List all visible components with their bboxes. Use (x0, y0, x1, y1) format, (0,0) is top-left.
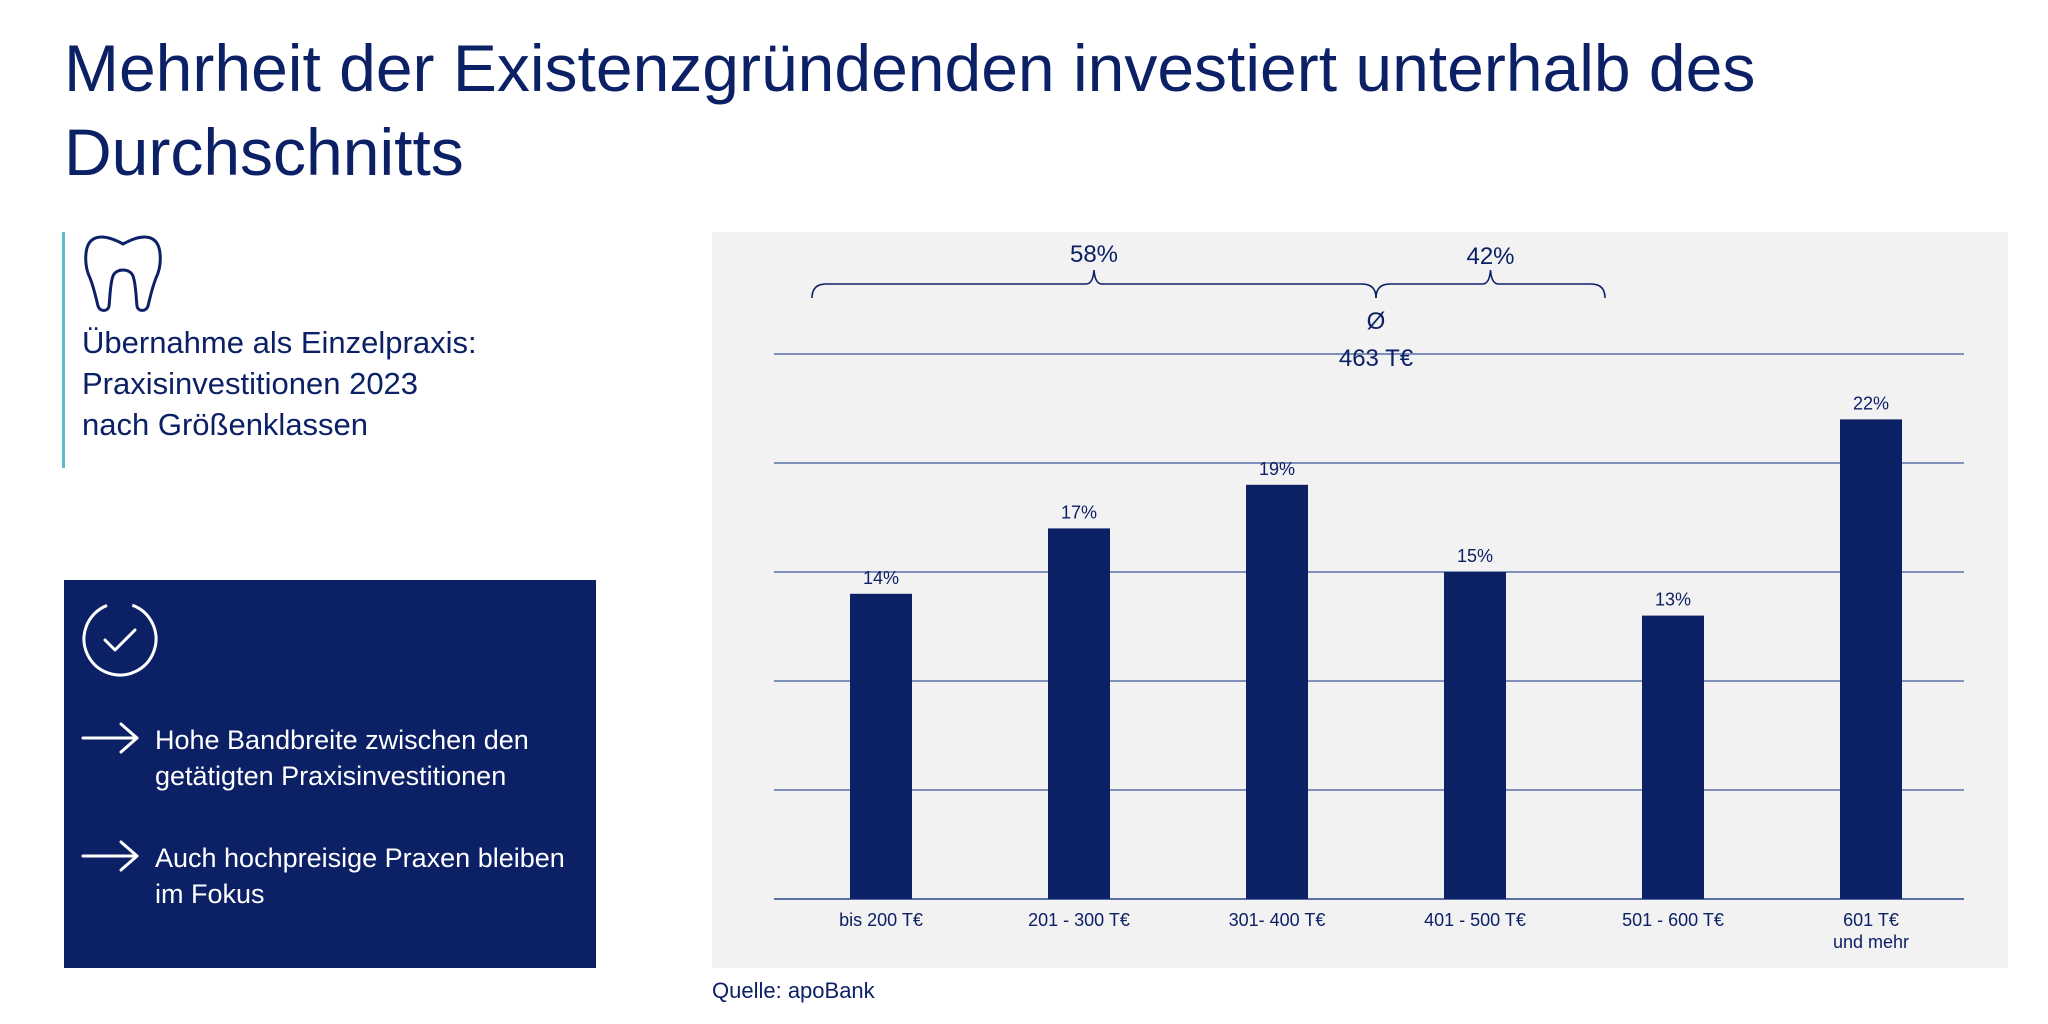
category-label: bis 200 T€ (839, 910, 923, 930)
data-label: 22% (1853, 393, 1889, 413)
data-label: 14% (863, 568, 899, 588)
bar (1444, 572, 1506, 899)
bar (1246, 484, 1308, 899)
category-label: 601 T€ (1843, 910, 1899, 930)
average-symbol: Ø (1367, 308, 1386, 335)
bracket-label: 42% (1466, 243, 1514, 270)
subtitle-line: nach Größenklassen (82, 407, 369, 442)
bar-chart: 14% bis 200 T€ 17% 201 - 300 T€ 19% 301- 400 … (774, 241, 1964, 952)
subtitle: Übernahme als Einzelpraxis: Praxisinvest… (82, 322, 602, 445)
key-findings-box: Hohe Bandbreite zwischen den getätigten … (64, 580, 596, 968)
bracket-left (811, 269, 1377, 299)
finding-text: Auch hochpreisige Praxen bleiben im Foku… (155, 843, 565, 909)
finding-text: Hohe Bandbreite zwischen den getätigten … (155, 725, 529, 791)
check-circle-icon (82, 601, 158, 677)
bracket-right (1375, 269, 1606, 299)
category-label: 501 - 600 T€ (1622, 910, 1724, 930)
bar (850, 593, 912, 899)
data-label: 17% (1061, 502, 1097, 522)
chart-panel: 14% bis 200 T€ 17% 201 - 300 T€ 19% 301- 400 … (712, 232, 2008, 968)
arrow-right-icon (81, 840, 139, 872)
average-label: 463 T€ (1339, 345, 1414, 372)
data-label: 19% (1259, 459, 1295, 479)
category-label: 401 - 500 T€ (1424, 910, 1526, 930)
bracket-label: 58% (1070, 241, 1118, 268)
data-label: 15% (1457, 546, 1493, 566)
bar (1642, 615, 1704, 899)
page-title: Mehrheit der Existenzgründenden investie… (64, 31, 1756, 189)
bar (1840, 419, 1902, 899)
bar (1048, 528, 1110, 899)
chart-description: Übernahme als Einzelpraxis: Praxisinvest… (62, 232, 602, 468)
tooth-icon (84, 235, 162, 312)
arrow-right-icon (81, 722, 139, 754)
category-label: 201 - 300 T€ (1028, 910, 1130, 930)
source-note: Quelle: apoBank (712, 978, 875, 1003)
subtitle-line: Praxisinvestitionen 2023 (82, 366, 419, 401)
finding-item: Auch hochpreisige Praxen bleiben im Foku… (81, 840, 575, 912)
finding-item: Hohe Bandbreite zwischen den getätigten … (81, 722, 575, 794)
subtitle-line: Übernahme als Einzelpraxis: (82, 325, 477, 360)
category-label: und mehr (1833, 932, 1909, 952)
data-label: 13% (1655, 590, 1691, 610)
category-label: 301- 400 T€ (1229, 910, 1326, 930)
